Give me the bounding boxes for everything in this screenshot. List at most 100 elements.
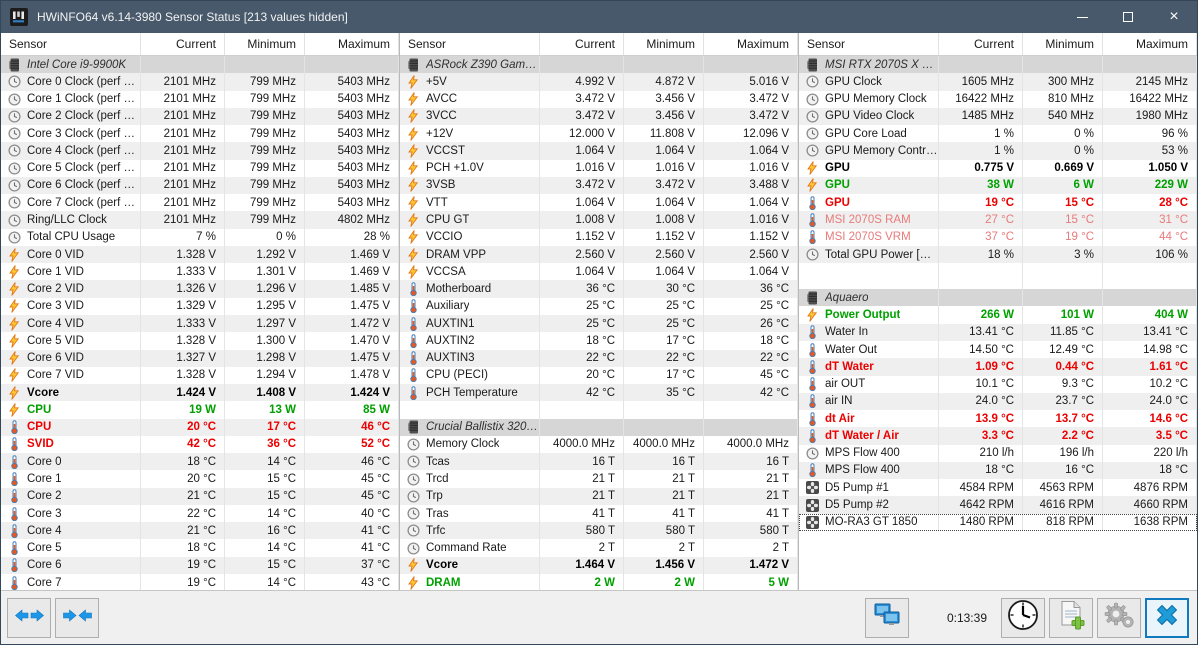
sensor-row[interactable]: D5 Pump #1 4584 RPM 4563 RPM 4876 RPM: [799, 479, 1197, 497]
sensor-row[interactable]: PCH Temperature 42 °C 35 °C 42 °C: [400, 384, 798, 402]
sensor-row[interactable]: Tcas 16 T 16 T 16 T: [400, 453, 798, 471]
minimum-value: 1.064 V: [624, 194, 704, 212]
sensor-row[interactable]: Motherboard 36 °C 30 °C 36 °C: [400, 280, 798, 298]
sensor-row[interactable]: VCCIO 1.152 V 1.152 V 1.152 V: [400, 228, 798, 246]
sensor-row[interactable]: AUXTIN3 22 °C 22 °C 22 °C: [400, 349, 798, 367]
sensor-row[interactable]: AUXTIN2 18 °C 17 °C 18 °C: [400, 332, 798, 350]
sensor-row[interactable]: Core 7 Clock (perf #8) 2101 MHz 799 MHz 540…: [1, 194, 399, 212]
sensor-row[interactable]: Ring/LLC Clock 2101 MHz 799 MHz 4802 MHz: [1, 211, 399, 229]
sensor-row[interactable]: Total GPU Power [% of TDP]18 %3 %106 %: [799, 245, 1197, 264]
sensor-row[interactable]: Trcd 21 T 21 T 21 T: [400, 470, 798, 488]
sensor-row[interactable]: Memory Clock 4000.0 MHz 4000.0 MHz 4000.0 M…: [400, 435, 798, 454]
sensor-row[interactable]: +12V 12.000 V 11.808 V 12.096 V: [400, 125, 798, 143]
report-button[interactable]: [1049, 597, 1093, 638]
sensor-row[interactable]: Core 5 Clock (perf #6) 2101 MHz 799 MHz 540…: [1, 159, 399, 177]
section-header-row[interactable]: ASRock Z390 Gaming-ITX/...: [400, 56, 798, 74]
clock-settings-button[interactable]: [1001, 597, 1045, 638]
sensor-row[interactable]: GPU Core Load 1 % 0 % 96 %: [799, 125, 1197, 143]
sensor-row[interactable]: VTT 1.064 V 1.064 V 1.064 V: [400, 194, 798, 212]
sensor-row[interactable]: Core 2 Clock (perf #3) 2101 MHz 799 MHz 540…: [1, 107, 399, 126]
sensor-row[interactable]: Core 7 VID 1.328 V 1.294 V 1.478 V: [1, 366, 399, 385]
sensor-row[interactable]: dt Air 13.9 °C 13.7 °C 14.6 °C: [799, 410, 1197, 428]
sensor-row[interactable]: 3VSB 3.472 V 3.472 V 3.488 V: [400, 176, 798, 195]
sensor-row[interactable]: Core 0 Clock (perf #1) 2101 MHz 799 MHz 540…: [1, 73, 399, 91]
sensor-row[interactable]: MO-RA3 GT 1850 1480 RPM 818 RPM 1638 RPM: [799, 513, 1197, 531]
close-sensors-button[interactable]: [1145, 597, 1189, 638]
sensor-row[interactable]: Core 0 VID 1.328 V 1.292 V 1.469 V: [1, 245, 399, 264]
remote-monitoring-button[interactable]: [864, 597, 909, 638]
sensor-row[interactable]: 3VCC 3.472 V 3.456 V 3.472 V: [400, 107, 798, 126]
sensor-row[interactable]: Trfc 580 T 580 T 580 T: [400, 522, 798, 540]
sensor-row[interactable]: CPU 20 °C 17 °C 46 °C: [1, 418, 399, 436]
sensor-row[interactable]: Core 4 VID 1.333 V 1.297 V 1.472 V: [1, 314, 399, 333]
sensor-row[interactable]: Core 4 Clock (perf #5) 2101 MHz 799 MHz 540…: [1, 142, 399, 160]
sensor-row[interactable]: AVCC 3.472 V 3.456 V 3.472 V: [400, 90, 798, 108]
sensor-row[interactable]: Core 6 19 °C 15 °C 37 °C: [1, 556, 399, 574]
sensor-row[interactable]: Core 1 20 °C 15 °C 45 °C: [1, 470, 399, 488]
sensor-row[interactable]: Core 2 21 °C 15 °C 45 °C: [1, 487, 399, 505]
sensor-row[interactable]: VCCST 1.064 V 1.064 V 1.064 V: [400, 142, 798, 160]
sensor-row[interactable]: Core 6 VID 1.327 V 1.298 V 1.475 V: [1, 349, 399, 367]
section-header-row[interactable]: Aquaero: [799, 289, 1197, 307]
current-value: 38 W: [939, 176, 1023, 195]
sensor-row[interactable]: MPS Flow 400 18 °C 16 °C 18 °C: [799, 461, 1197, 480]
sensor-row[interactable]: Core 3 22 °C 14 °C 40 °C: [1, 504, 399, 523]
sensor-row[interactable]: AUXTIN1 25 °C 25 °C 26 °C: [400, 314, 798, 333]
settings-button[interactable]: [1097, 597, 1141, 638]
sensor-row[interactable]: Vcore 1.424 V 1.408 V 1.424 V: [1, 384, 399, 402]
collapse-window-button[interactable]: [55, 597, 99, 638]
sensor-row[interactable]: GPU Memory Clock 16422 MHz 810 MHz 16422 MH…: [799, 90, 1197, 108]
sensor-row[interactable]: DRAM VPP 2.560 V 2.560 V 2.560 V: [400, 245, 798, 264]
section-header-row[interactable]: MSI RTX 2070S X Trio: [799, 56, 1197, 74]
close-window-button[interactable]: ×: [1151, 1, 1197, 33]
sensor-row[interactable]: GPU Clock 1605 MHz 300 MHz 2145 MHz: [799, 73, 1197, 91]
sensor-row[interactable]: Core 5 VID 1.328 V 1.300 V 1.470 V: [1, 332, 399, 350]
sensor-row[interactable]: +5V 4.992 V 4.872 V 5.016 V: [400, 73, 798, 91]
sensor-row[interactable]: Water Out 14.50 °C 12.49 °C 14.98 °C: [799, 340, 1197, 359]
sensor-row[interactable]: Core 2 VID 1.326 V 1.296 V 1.485 V: [1, 280, 399, 298]
sensor-row[interactable]: Tras 41 T 41 T 41 T: [400, 504, 798, 523]
sensor-row[interactable]: CPU GT 1.008 V 1.008 V 1.016 V: [400, 211, 798, 229]
sensor-row[interactable]: air IN 24.0 °C 23.7 °C 24.0 °C: [799, 392, 1197, 411]
sensor-row[interactable]: Trp 21 T 21 T 21 T: [400, 487, 798, 505]
section-header-row[interactable]: Crucial Ballistix 3200MHz: [400, 418, 798, 436]
sensor-row[interactable]: Core 3 Clock (perf #4) 2101 MHz 799 MHz 540…: [1, 125, 399, 143]
sensor-row[interactable]: dT Water / Air 3.3 °C 2.2 °C 3.5 °C: [799, 427, 1197, 445]
sensor-row[interactable]: VCCSA 1.064 V 1.064 V 1.064 V: [400, 263, 798, 281]
sensor-row[interactable]: Core 5 18 °C 14 °C 41 °C: [1, 539, 399, 557]
sensor-row[interactable]: Core 7 19 °C 14 °C 43 °C: [1, 573, 399, 590]
sensor-row[interactable]: MSI 2070S RAM 27 °C 15 °C 31 °C: [799, 211, 1197, 229]
sensor-row[interactable]: Core 0 18 °C 14 °C 46 °C: [1, 453, 399, 471]
sensor-row[interactable]: Auxiliary 25 °C 25 °C 25 °C: [400, 297, 798, 315]
sensor-row[interactable]: Core 1 VID 1.333 V 1.301 V 1.469 V: [1, 263, 399, 281]
sensor-row[interactable]: SVID 42 °C 36 °C 52 °C: [1, 435, 399, 454]
sensor-row[interactable]: Power Output 266 W 101 W 404 W: [799, 306, 1197, 324]
sensor-row[interactable]: MSI 2070S VRM 37 °C 19 °C 44 °C: [799, 228, 1197, 246]
sensor-row[interactable]: GPU 19 °C 15 °C 28 °C: [799, 194, 1197, 212]
maximize-button[interactable]: [1105, 1, 1151, 33]
sensor-row[interactable]: GPU Video Clock 1485 MHz 540 MHz 1980 MHz: [799, 107, 1197, 126]
sensor-row[interactable]: CPU 19 W 13 W 85 W: [1, 401, 399, 419]
sensor-row[interactable]: MPS Flow 400 210 l/h 196 l/h 220 l/h: [799, 444, 1197, 462]
sensor-row[interactable]: air OUT 10.1 °C 9.3 °C 10.2 °C: [799, 375, 1197, 393]
sensor-row[interactable]: GPU 0.775 V 0.669 V 1.050 V: [799, 159, 1197, 177]
sensor-row[interactable]: CPU (PECI) 20 °C 17 °C 45 °C: [400, 366, 798, 385]
sensor-row[interactable]: Core 1 Clock (perf #2) 2101 MHz 799 MHz 540…: [1, 90, 399, 108]
sensor-row[interactable]: D5 Pump #2 4642 RPM 4616 RPM 4660 RPM: [799, 496, 1197, 514]
section-header-row[interactable]: Intel Core i9-9900K: [1, 56, 399, 74]
sensor-row[interactable]: Core 3 VID 1.329 V 1.295 V 1.475 V: [1, 297, 399, 315]
sensor-row[interactable]: Core 6 Clock (perf #7) 2101 MHz 799 MHz 540…: [1, 176, 399, 195]
sensor-row[interactable]: Total CPU Usage 7 % 0 % 28 %: [1, 228, 399, 246]
minimize-button[interactable]: [1059, 1, 1105, 33]
expand-window-button[interactable]: [7, 597, 51, 638]
sensor-row[interactable]: Core 4 21 °C 16 °C 41 °C: [1, 522, 399, 540]
maximum-value: 45 °C: [704, 366, 798, 385]
sensor-row[interactable]: Vcore 1.464 V 1.456 V 1.472 V: [400, 556, 798, 574]
sensor-row[interactable]: dT Water 1.09 °C 0.44 °C 1.61 °C: [799, 358, 1197, 376]
sensor-row[interactable]: PCH +1.0V 1.016 V 1.016 V 1.016 V: [400, 159, 798, 177]
sensor-row[interactable]: Water In 13.41 °C 11.85 °C 13.41 °C: [799, 323, 1197, 341]
